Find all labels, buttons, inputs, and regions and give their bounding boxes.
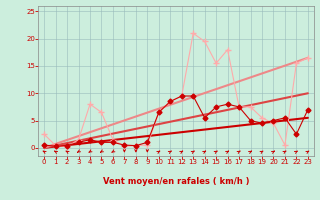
X-axis label: Vent moyen/en rafales ( km/h ): Vent moyen/en rafales ( km/h ) bbox=[103, 177, 249, 186]
